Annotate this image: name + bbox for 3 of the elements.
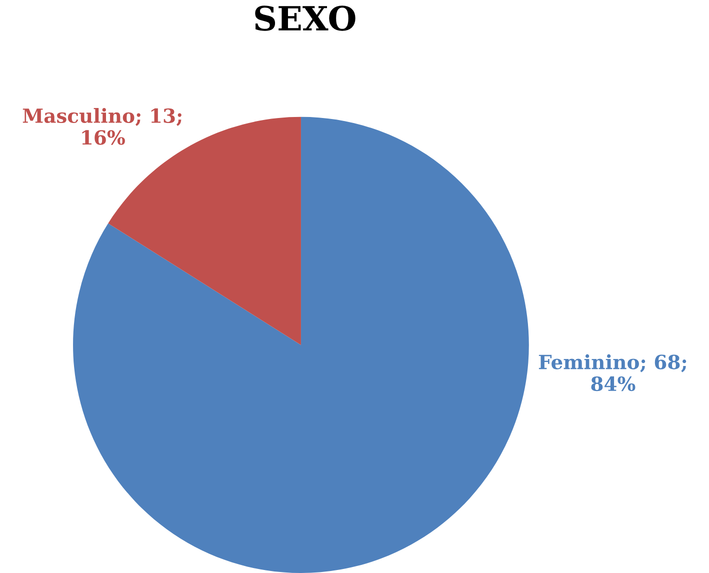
slice-label: Masculino; 13; 16% bbox=[22, 108, 182, 145]
slice-label: Feminino; 68; 84% bbox=[538, 354, 686, 392]
chart-title: SEXO bbox=[255, 6, 356, 31]
